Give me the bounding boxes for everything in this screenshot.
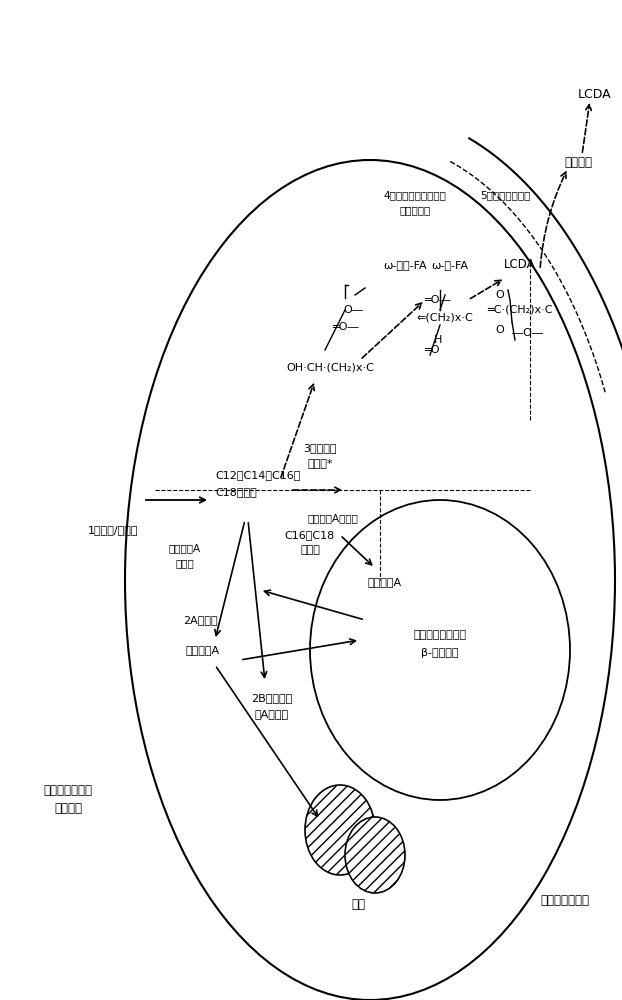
Text: 2B：酰基辅: 2B：酰基辅 <box>251 693 292 703</box>
Text: LCDA: LCDA <box>504 258 536 271</box>
Text: H: H <box>434 335 442 345</box>
Text: ⇐(CH₂)x·C: ⇐(CH₂)x·C <box>417 313 473 323</box>
Text: ω-羟基-FA: ω-羟基-FA <box>383 260 427 270</box>
Text: C12、C14、C16、: C12、C14、C16、 <box>215 470 300 480</box>
Text: β-氧化循环: β-氧化循环 <box>421 648 459 658</box>
Text: 酰基辅酒A: 酰基辅酒A <box>186 645 220 655</box>
Text: 过氧化物酶体中的: 过氧化物酶体中的 <box>414 630 466 640</box>
Text: 酰基辅酒A合成酶: 酰基辅酒A合成酶 <box>307 513 358 523</box>
Text: 转运蛋白: 转运蛋白 <box>564 155 592 168</box>
Text: ═O―: ═O― <box>424 295 450 305</box>
Text: 合成酶: 合成酶 <box>175 558 194 568</box>
Text: 脂肪酸: 脂肪酸 <box>300 545 320 555</box>
Text: O: O <box>496 290 504 300</box>
Text: OH·CH·(CH₂)x·C: OH·CH·(CH₂)x·C <box>286 363 374 373</box>
Text: 5：脂肪酥脱氢酶: 5：脂肪酥脱氢酶 <box>480 190 530 200</box>
Text: 耶氏酵母属细胞: 耶氏酵母属细胞 <box>541 894 590 906</box>
Text: ═C·(CH₂)x·C: ═C·(CH₂)x·C <box>487 305 553 315</box>
Text: O: O <box>496 325 504 335</box>
Text: C16和C18: C16和C18 <box>285 530 335 540</box>
Text: C18脂肪酸: C18脂肪酸 <box>215 487 257 497</box>
Text: 酰基辅酒A: 酰基辅酒A <box>368 577 402 587</box>
Text: 酒A硫酯酶: 酒A硫酯酶 <box>255 709 289 719</box>
Text: 酰基辅酒A: 酰基辅酒A <box>169 543 201 553</box>
Text: ═O: ═O <box>424 345 440 355</box>
Text: LCDA: LCDA <box>578 89 612 102</box>
Text: ═O―: ═O― <box>332 322 358 332</box>
Text: 肪醇脱氢酶: 肪醇脱氢酶 <box>399 205 430 215</box>
Text: 复合物*: 复合物* <box>307 458 333 468</box>
Text: 油体: 油体 <box>351 898 365 912</box>
Text: ω-醒-FA: ω-醒-FA <box>432 260 468 270</box>
Text: 4：脂肪醇氧化酶或脂: 4：脂肪醇氧化酶或脂 <box>384 190 447 200</box>
Ellipse shape <box>305 785 375 875</box>
Text: 持续底物: 持续底物 <box>54 802 82 814</box>
Ellipse shape <box>345 817 405 893</box>
Text: ―O―: ―O― <box>513 328 544 338</box>
Text: O―: O― <box>343 305 363 315</box>
Text: 1：酥酶/脂肪醇: 1：酥酶/脂肪醇 <box>88 525 139 535</box>
Text: 3：羞化酶: 3：羞化酶 <box>304 443 337 453</box>
Text: 基于植物油的可: 基于植物油的可 <box>44 784 93 796</box>
Text: 2A：脂脂: 2A：脂脂 <box>183 615 217 625</box>
